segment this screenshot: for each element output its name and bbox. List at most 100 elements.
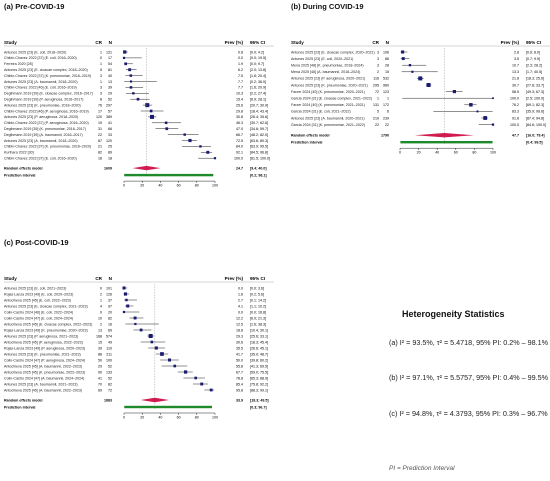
study-point <box>129 86 133 89</box>
study-n: 37 <box>108 298 112 302</box>
study-cr: 3 <box>100 92 102 96</box>
study-n: 25 <box>108 145 112 149</box>
study-point <box>452 90 456 94</box>
study-label: Farzer 2024 [40] (K. pneumoniae, 2020–20… <box>291 90 365 94</box>
study-ci: [59.0; 75.5] <box>250 370 268 374</box>
study-prev: 46.3 <box>236 121 243 125</box>
header-n: N <box>109 276 113 281</box>
study-n: 15 <box>385 70 389 74</box>
study-label: Chibin-Chavez 2022 [37] (E. coli, 2016–2… <box>4 157 77 161</box>
study-label: Colin-Castro 2024 [47] (P. aeruginosa, 2… <box>4 358 85 362</box>
study-n: 86 <box>385 57 389 61</box>
study-prev: 72.5 <box>236 139 243 143</box>
x-axis-tick-label: 80 <box>195 184 199 188</box>
study-prev: 0.8 <box>238 50 243 54</box>
study-cr: 1 <box>100 80 102 84</box>
study-n: 52 <box>108 376 112 380</box>
study-point <box>154 346 158 350</box>
study-ci: [1.6; 20.9] <box>250 86 266 90</box>
prediction-interval-ci: [0.2; 98.1] <box>250 174 267 178</box>
study-cr: 19 <box>98 121 102 125</box>
study-prev: 95.8 <box>236 388 243 392</box>
study-n: 133 <box>106 370 112 374</box>
study-cr: 1 <box>100 62 102 66</box>
study-label: Degihmann 2019 [39] (A. baumannii, 2016–… <box>4 133 83 137</box>
study-cr: 10 <box>98 316 102 320</box>
study-n: 106 <box>383 50 389 54</box>
study-cr: 168 <box>96 334 102 338</box>
study-ci: [0.7; 9.9] <box>526 57 540 61</box>
study-point <box>134 322 137 326</box>
study-prev: 66.7 <box>236 133 243 137</box>
study-cr: 2 <box>377 70 379 74</box>
study-prev: 41.7 <box>236 352 243 356</box>
study-label: Rojas-Lanza 2023 [49] (K. pneumoniae, 20… <box>4 328 88 332</box>
study-label: Mena 2025 [48] (K. pneumoniae, 2018–2024… <box>291 64 364 68</box>
study-cr: 22 <box>375 123 379 127</box>
study-n: 211 <box>106 352 112 356</box>
study-n: 33 <box>108 133 112 137</box>
study-n: 100 <box>106 358 112 362</box>
random-effects-ci: [16.0; 79.4] <box>526 134 545 138</box>
study-prev: 18.8 <box>236 328 243 332</box>
study-ci: [30.7; 62.6] <box>250 121 268 125</box>
study-label: Mena 2025 [48] (A. baumannii, 2018–2024) <box>291 70 360 74</box>
study-prev: 3.5 <box>514 57 519 61</box>
study-cr: 21 <box>98 145 102 149</box>
study-ci: [48.2; 82.0] <box>250 133 268 137</box>
study-n: 13 <box>108 80 112 84</box>
study-ci: [63.6; 80.3] <box>250 139 268 143</box>
study-n: 49 <box>108 340 112 344</box>
study-prev: 4.1 <box>238 304 243 308</box>
study-cr: 1 <box>100 50 102 54</box>
study-cr: 3 <box>377 57 379 61</box>
study-point <box>483 116 488 120</box>
study-prev: 100.0 <box>510 123 519 127</box>
study-ci: [0.0; 9.7] <box>250 62 264 66</box>
study-point <box>149 109 153 113</box>
random-effects-label: Random effects model <box>291 134 330 138</box>
study-point <box>164 121 168 125</box>
study-ci: [81.5; 100.0] <box>250 157 270 161</box>
study-label: Degihmann 2019 [39] (P. aeruginosa, 2016… <box>4 98 83 102</box>
study-label: Antochieva 2025 [45] (K. pneumoniae, 202… <box>4 370 85 374</box>
study-prev: 30.6 <box>236 340 243 344</box>
prediction-interval-label: Prediction interval <box>4 174 35 178</box>
study-n: 22 <box>385 123 389 127</box>
study-cr: 5 <box>377 110 379 114</box>
study-point <box>150 340 154 344</box>
study-ci: [49.3; 67.3] <box>526 90 544 94</box>
study-point <box>123 292 128 296</box>
study-ci: [1.7; 40.5] <box>526 70 542 74</box>
study-ci: [35.0; 48.7] <box>250 352 268 356</box>
x-axis-tick-label: 100 <box>212 416 218 420</box>
study-point <box>183 133 186 136</box>
prediction-interval-bar <box>124 405 212 409</box>
study-prev: 85.4 <box>236 382 243 386</box>
study-point <box>199 145 202 148</box>
heterogeneity-line-b: (b) I² = 97.1%, τ² = 5.5757, 95% PI: 0.4… <box>389 373 549 382</box>
study-n: 41 <box>108 121 112 125</box>
study-n: 89 <box>108 151 112 155</box>
study-label: Antochieva 2025 [45] (E. cloacae complex… <box>4 322 92 326</box>
study-ci: [27.8; 33.7] <box>526 83 544 87</box>
study-ci: [20.7; 30.9] <box>250 103 268 107</box>
study-cr: 120 <box>96 115 102 119</box>
study-cr: 13 <box>98 328 102 332</box>
study-cr: 0 <box>100 310 102 314</box>
study-cr: 3 <box>100 74 102 78</box>
study-cr: 69 <box>98 388 102 392</box>
study-cr: 50 <box>98 358 102 362</box>
study-point <box>150 114 155 119</box>
study-point <box>173 364 177 368</box>
x-axis-tick-label: 0 <box>399 151 401 155</box>
study-ci: [0.1; 14.2] <box>250 298 266 302</box>
study-cr: 3 <box>377 50 379 54</box>
study-n: 82 <box>108 382 112 386</box>
study-point <box>401 50 405 54</box>
x-axis-tick-label: 40 <box>158 184 162 188</box>
study-cr: 82 <box>98 151 102 155</box>
study-label: Antunes 2025 [23] (K. pneumoniae, 2021–2… <box>4 352 81 356</box>
study-prev: 35.5 <box>236 346 243 350</box>
